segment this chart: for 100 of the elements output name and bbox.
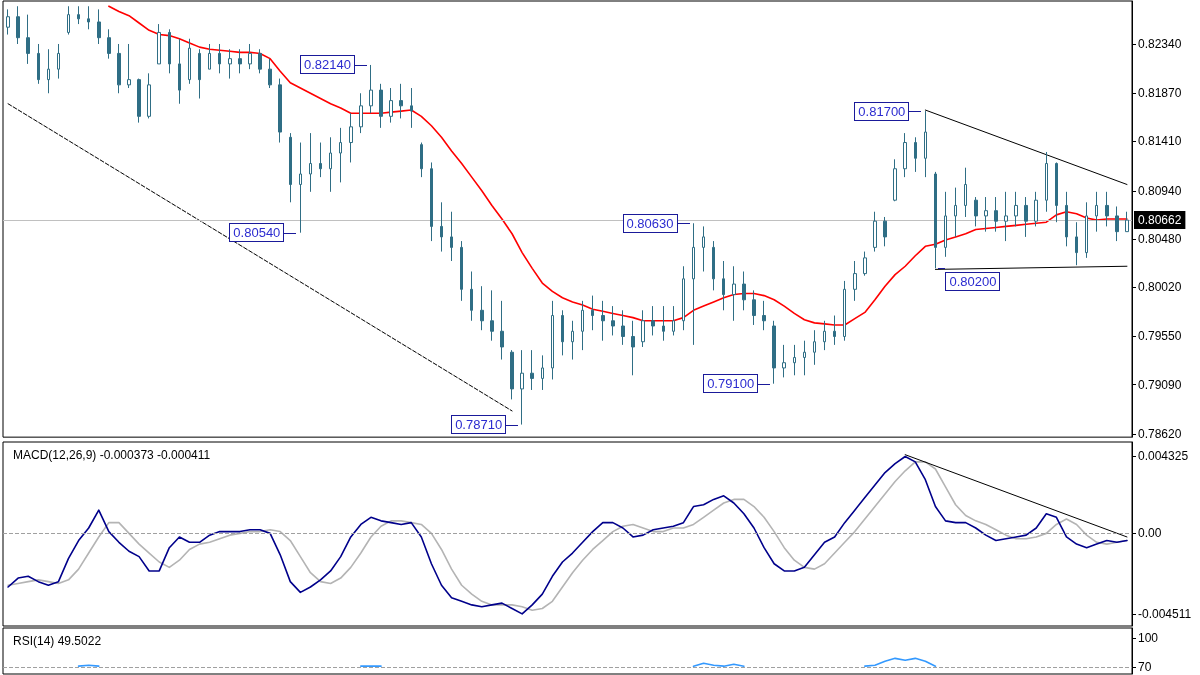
candlestick — [561, 309, 564, 356]
candlestick — [914, 136, 917, 173]
candlestick — [188, 38, 191, 85]
line-series — [108, 5, 1128, 326]
candlestick — [339, 127, 342, 183]
candlestick — [87, 5, 90, 30]
y-tick-label: 0.79090 — [1138, 377, 1182, 392]
candlestick — [752, 289, 756, 326]
y-tick-label: 0.79550 — [1138, 329, 1182, 344]
candlestick — [420, 142, 423, 178]
candlestick — [157, 23, 161, 65]
candlestick — [641, 309, 645, 348]
candlestick — [873, 211, 877, 253]
candlestick — [369, 64, 373, 114]
candlestick — [692, 222, 695, 346]
y-tick-label: 0.004325 — [1138, 449, 1189, 464]
candlestick — [319, 142, 322, 178]
candlestick — [268, 58, 272, 89]
candlestick — [329, 136, 332, 193]
candlestick — [964, 167, 967, 218]
y-tick-label: 0.00 — [1138, 526, 1162, 541]
candlestick — [430, 161, 433, 242]
candlestick — [682, 265, 685, 331]
candlestick — [974, 196, 978, 227]
candlestick — [893, 158, 897, 202]
candlestick — [1125, 211, 1129, 233]
candlestick — [924, 110, 927, 178]
candlestick — [47, 48, 50, 94]
candlestick — [954, 187, 957, 238]
candlestick — [1045, 151, 1048, 213]
candlestick — [460, 240, 463, 302]
candlestick — [178, 38, 181, 105]
candlestick — [278, 78, 282, 144]
candlestick — [934, 171, 937, 269]
candlestick — [843, 280, 846, 342]
candlestick — [208, 43, 211, 70]
candlestick — [994, 196, 998, 233]
candlestick — [107, 28, 111, 60]
candlestick — [500, 300, 504, 361]
y-tick-label: 70 — [1138, 660, 1152, 675]
candlestick — [1085, 201, 1088, 259]
candlestick — [168, 28, 171, 74]
candlestick — [228, 48, 232, 80]
candlestick — [510, 349, 514, 400]
candlestick — [399, 83, 403, 119]
candlestick — [813, 329, 816, 366]
candlestick — [248, 43, 252, 70]
y-tick-label: 0.80480 — [1138, 231, 1182, 246]
candlestick — [944, 191, 947, 258]
candlestick — [258, 48, 262, 74]
candlestick — [299, 142, 302, 234]
candlestick — [742, 270, 746, 311]
candlestick — [238, 48, 242, 74]
candlestick — [1014, 191, 1018, 227]
candlestick — [97, 8, 101, 45]
candlestick — [1034, 191, 1038, 227]
candlestick — [147, 72, 151, 119]
candlestick — [551, 300, 554, 380]
candlestick — [218, 43, 221, 74]
candlestick — [883, 216, 887, 247]
candlestick — [198, 48, 201, 99]
candlestick — [77, 5, 80, 25]
annotation: 0.80540 — [229, 223, 285, 243]
candlestick — [762, 300, 766, 331]
candlestick — [772, 320, 776, 385]
candlestick — [702, 225, 705, 272]
candlestick — [117, 43, 121, 94]
y-tick-label: -0.004511 — [1138, 607, 1192, 622]
candlestick — [853, 260, 857, 302]
candlestick — [662, 305, 665, 342]
candlestick — [581, 300, 584, 351]
candlestick — [6, 8, 10, 36]
candlestick — [379, 83, 383, 129]
candlestick — [1024, 196, 1028, 238]
candlestick — [1055, 161, 1058, 223]
y-tick-label: 0.81870 — [1138, 86, 1182, 101]
y-tick-label: 0.80020 — [1138, 280, 1182, 295]
candlestick — [591, 295, 594, 331]
ref-line-label: 0.80662 — [1138, 212, 1182, 227]
candlestick — [57, 43, 60, 80]
candlestick — [1095, 191, 1098, 233]
candlestick — [410, 87, 413, 129]
annotation: 0.80630 — [622, 213, 678, 233]
annotation: 0.81700 — [854, 101, 910, 121]
y-tick-label: 0.78620 — [1138, 427, 1182, 441]
candlestick — [863, 251, 867, 277]
candlestick — [16, 5, 20, 45]
annotation: 0.82140 — [299, 55, 355, 75]
candlestick — [621, 309, 625, 346]
candlestick — [984, 196, 988, 233]
candlestick — [732, 265, 736, 322]
text: RSI(14) 49.5022 — [13, 634, 102, 648]
annotation: 0.80200 — [945, 272, 1001, 292]
candlestick — [530, 349, 534, 391]
candlestick — [289, 132, 292, 203]
y-tick-label: 0.81410 — [1138, 134, 1182, 149]
candlestick — [67, 5, 70, 36]
candlestick — [782, 344, 786, 378]
candlestick — [26, 14, 30, 65]
candlestick — [571, 320, 574, 361]
